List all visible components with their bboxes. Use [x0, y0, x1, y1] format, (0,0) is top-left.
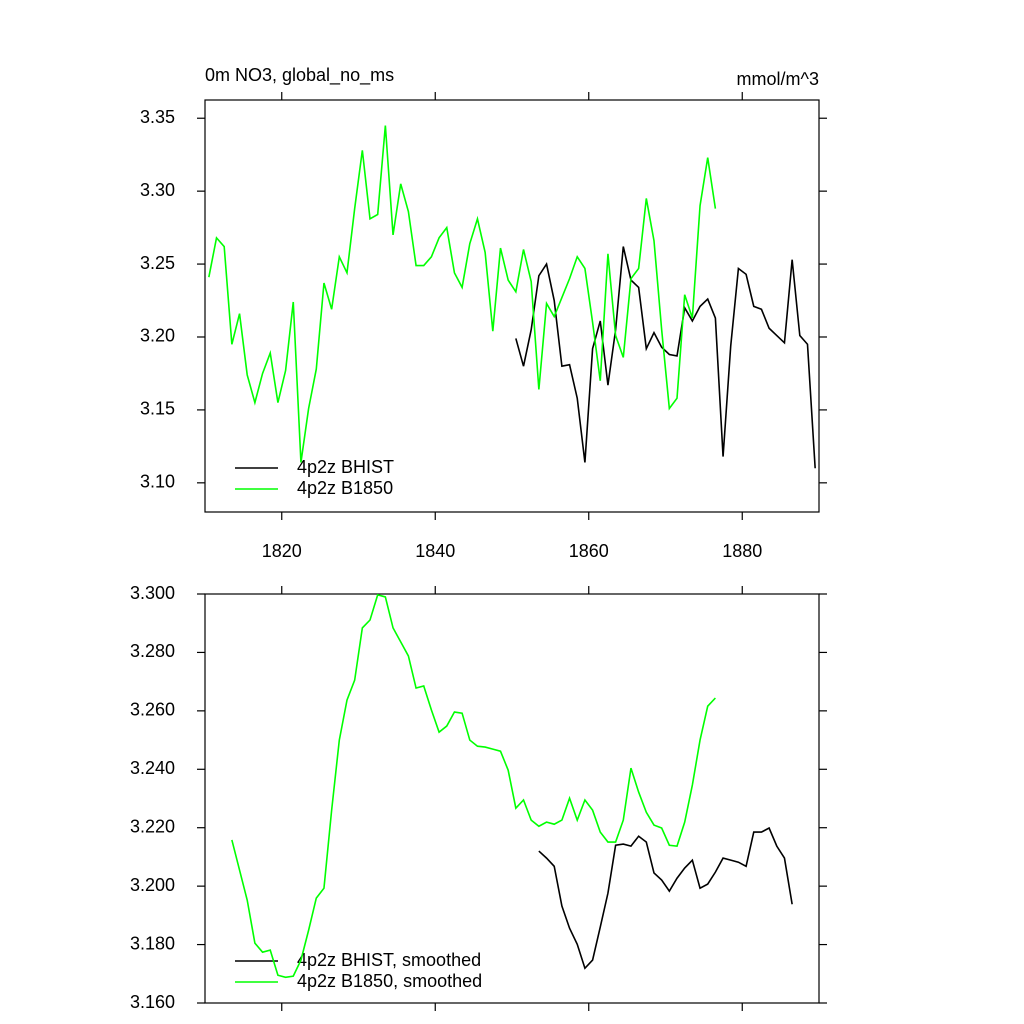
y-tick-label: 3.280: [130, 641, 175, 661]
data-line: [208, 125, 717, 463]
x-tick-label: 1860: [569, 541, 609, 561]
y-tick-label: 3.15: [140, 399, 175, 419]
y-tick-label: 3.260: [130, 700, 175, 720]
data-line: [515, 246, 816, 469]
data-line: [538, 826, 793, 970]
plot-frame: [204, 593, 820, 1004]
y-tick-label: 3.35: [140, 107, 175, 127]
legend-label: 4p2z B1850: [297, 478, 393, 498]
y-tick-label: 3.25: [140, 253, 175, 273]
x-tick-label: 1840: [415, 541, 455, 561]
units-label: mmol/m^3: [737, 69, 819, 89]
legend-label: 4p2z BHIST, smoothed: [297, 950, 481, 970]
chart-title: 0m NO3, global_no_ms: [205, 65, 394, 86]
data-line: [231, 593, 716, 979]
y-tick-label: 3.10: [140, 472, 175, 492]
x-tick-label: 1820: [262, 541, 302, 561]
y-tick-label: 3.160: [130, 992, 175, 1012]
y-tick-label: 3.220: [130, 816, 175, 836]
y-tick-label: 3.30: [140, 180, 175, 200]
y-tick-label: 3.200: [130, 875, 175, 895]
x-tick-label: 1880: [722, 541, 762, 561]
y-tick-label: 3.300: [130, 583, 175, 603]
legend-label: 4p2z B1850, smoothed: [297, 971, 482, 991]
plot-frame: [204, 99, 820, 513]
y-tick-label: 3.20: [140, 326, 175, 346]
y-tick-label: 3.180: [130, 933, 175, 953]
legend-label: 4p2z BHIST: [297, 457, 394, 477]
y-tick-label: 3.240: [130, 758, 175, 778]
